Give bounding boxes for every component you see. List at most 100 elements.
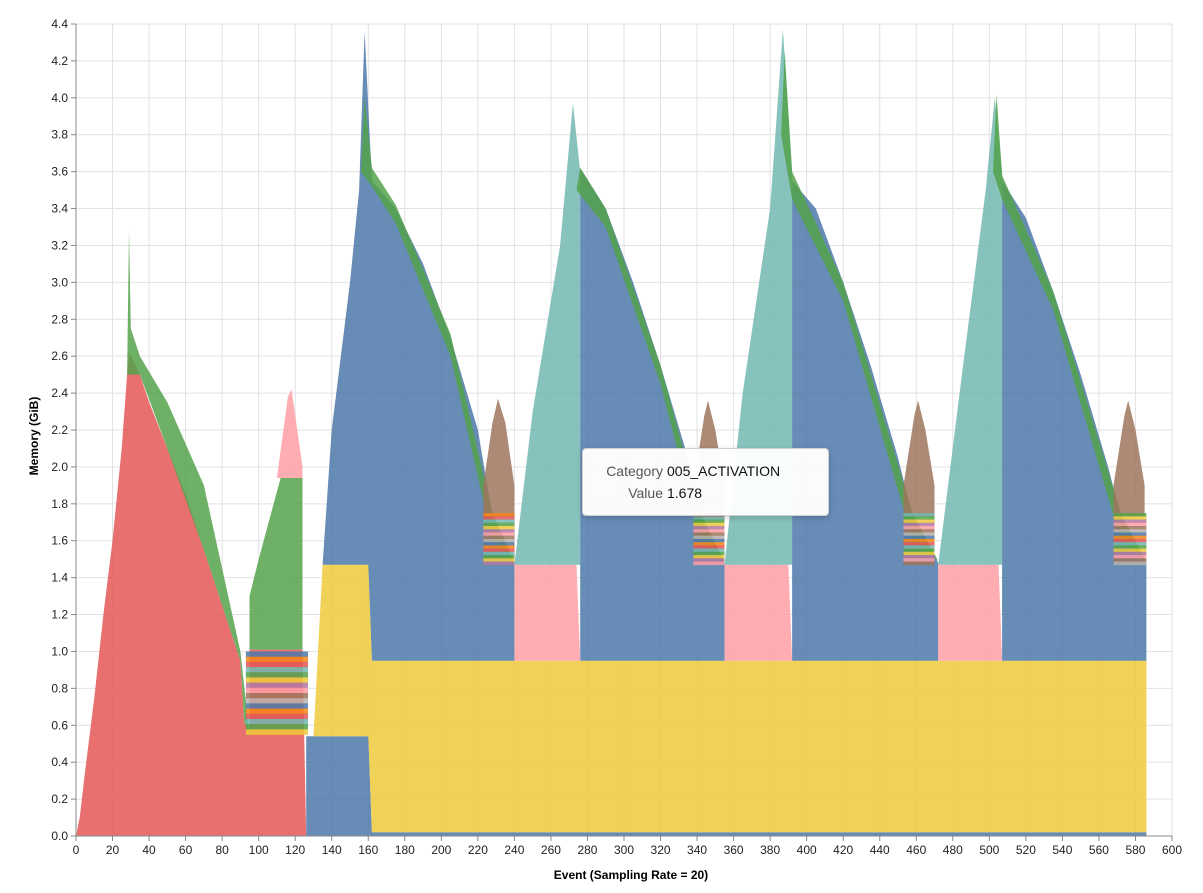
band-stripe	[483, 535, 515, 540]
y-tick-label: 3.8	[51, 128, 68, 142]
band-stripe	[693, 535, 725, 540]
band-stripe	[245, 667, 308, 673]
x-tick-label: 180	[395, 843, 415, 857]
band-stripe	[903, 522, 935, 527]
x-tick-label: 200	[431, 843, 451, 857]
tooltip-category-value: 005_ACTIVATION	[667, 463, 781, 479]
area-yellow-4[interactable]	[313, 564, 1147, 833]
area-brown-20[interactable]	[483, 398, 515, 517]
band-stripe	[245, 698, 308, 704]
area-blue-14[interactable]	[1002, 180, 1147, 661]
tooltip: Category 005_ACTIVATION Value 1.678	[582, 448, 829, 516]
band-stripe	[245, 651, 308, 658]
band-stripe	[245, 713, 308, 720]
area-green-15[interactable]	[127, 230, 250, 735]
stacked-areas[interactable]	[76, 29, 1147, 837]
x-tick-label: 160	[358, 843, 378, 857]
x-tick-label: 500	[979, 843, 999, 857]
band-stripe	[483, 532, 515, 537]
x-tick-label: 60	[179, 843, 193, 857]
area-pink-6[interactable]	[514, 564, 581, 661]
x-tick-label: 280	[577, 843, 597, 857]
y-axis-title: Memory (GiB)	[27, 397, 41, 476]
area-teal-13[interactable]	[938, 97, 1003, 565]
area-blue-8[interactable]	[580, 167, 725, 661]
axes: 0 20 40 60 80 100 120 140 160 180 200 220 240 260 280 3…	[51, 17, 1182, 857]
area-pink-12[interactable]	[938, 564, 1003, 661]
x-tick-label: 580	[1125, 843, 1145, 857]
tooltip-value-label: Value	[628, 485, 663, 501]
band-stripe	[1113, 522, 1147, 527]
band-stripe	[483, 522, 515, 527]
area-brown-22[interactable]	[903, 400, 935, 517]
band-stripe	[693, 519, 725, 524]
band-stripe	[1113, 538, 1147, 543]
band-stripe	[693, 561, 725, 566]
band-stripe	[903, 516, 935, 520]
area-green-17[interactable]	[576, 167, 725, 561]
x-tick-label: 560	[1089, 843, 1109, 857]
band-stripe	[693, 551, 725, 556]
x-tick-label: 40	[142, 843, 156, 857]
area-pink-9[interactable]	[724, 564, 793, 661]
band-stripe	[903, 529, 935, 533]
x-tick-label: 220	[468, 843, 488, 857]
x-tick-label: 540	[1052, 843, 1072, 857]
band-stripe	[245, 656, 308, 663]
y-tick-label: 3.2	[51, 238, 68, 252]
band-stripe	[1113, 525, 1147, 530]
y-tick-label: 4.2	[51, 54, 68, 68]
band-stripe	[693, 545, 725, 549]
y-tick-label: 3.6	[51, 165, 68, 179]
band-stripe	[483, 558, 515, 562]
area-red-0[interactable]	[76, 352, 307, 837]
band-stripe	[1113, 513, 1147, 517]
band-stripe	[483, 538, 515, 543]
area-teal-7[interactable]	[514, 103, 581, 565]
band-stripe	[1113, 558, 1147, 562]
band-stripe	[245, 703, 308, 709]
area-blue-11[interactable]	[792, 180, 939, 661]
x-tick-label: 480	[943, 843, 963, 857]
area-green-16[interactable]	[361, 97, 515, 562]
band-stripe	[903, 538, 935, 543]
band-stripe	[483, 525, 515, 530]
band-stripe	[903, 535, 935, 540]
y-tick-label: 0.8	[51, 681, 68, 695]
x-tick-label: 520	[1016, 843, 1036, 857]
tooltip-category-label: Category	[606, 463, 663, 479]
area-brown-23[interactable]	[1113, 400, 1145, 517]
x-tick-label: 80	[215, 843, 229, 857]
band-stripe	[245, 708, 308, 715]
band-stripe	[903, 551, 935, 556]
band-stripe	[245, 677, 308, 683]
y-tick-label: 0.6	[51, 718, 68, 732]
band-stripe	[1113, 535, 1147, 540]
y-tick-label: 0.2	[51, 792, 68, 806]
x-tick-label: 140	[322, 843, 342, 857]
y-tick-label: 0.4	[51, 755, 68, 769]
area-pink-2[interactable]	[276, 389, 303, 478]
y-tick-label: 1.2	[51, 608, 68, 622]
area-teal-10[interactable]	[724, 29, 793, 565]
x-tick-label: 300	[614, 843, 634, 857]
band-stripe	[1113, 555, 1147, 559]
area-blue-5[interactable]	[322, 31, 515, 661]
band-stripe	[483, 519, 515, 524]
band-stripe	[483, 516, 515, 520]
x-tick-label: 380	[760, 843, 780, 857]
tooltip-value-value: 1.678	[667, 485, 703, 501]
y-tick-label: 1.4	[51, 571, 68, 585]
y-tick-label: 2.6	[51, 349, 68, 363]
x-tick-label: 340	[687, 843, 707, 857]
x-tick-label: 320	[651, 843, 671, 857]
y-tick-label: 3.4	[51, 202, 68, 216]
x-axis-title: Event (Sampling Rate = 20)	[554, 868, 708, 882]
band-stripe	[693, 522, 725, 527]
y-tick-label: 2.0	[51, 460, 68, 474]
x-tick-label: 460	[906, 843, 926, 857]
band-stripe	[483, 542, 515, 546]
area-green-1[interactable]	[249, 478, 303, 650]
band-stripe	[483, 513, 515, 517]
band-stripe	[245, 692, 308, 699]
